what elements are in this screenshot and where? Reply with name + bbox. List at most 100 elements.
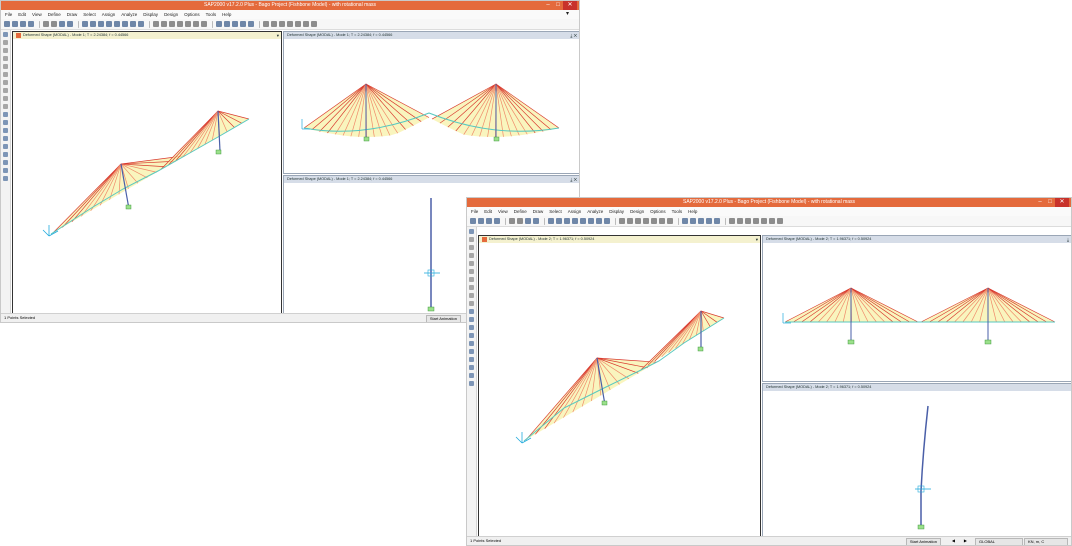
draw-poly-icon[interactable]	[469, 277, 474, 282]
lock-icon[interactable]	[67, 21, 73, 27]
deformed-icon[interactable]	[714, 218, 720, 224]
open-icon[interactable]	[12, 21, 18, 27]
menu-analyze[interactable]: Analyze	[587, 209, 604, 214]
snap-perp-icon[interactable]	[469, 373, 474, 378]
menu-assign[interactable]: Assign	[567, 209, 582, 214]
zoom-out-icon[interactable]	[572, 218, 578, 224]
select-prev-icon[interactable]	[3, 120, 8, 125]
print-icon[interactable]	[28, 21, 34, 27]
redo-icon[interactable]	[51, 21, 57, 27]
draw-rect-icon[interactable]	[3, 88, 8, 93]
snap-grid-icon[interactable]	[469, 381, 474, 386]
rotate-icon[interactable]	[193, 21, 199, 27]
close-view-icon[interactable]	[482, 236, 487, 242]
view-nv-icon[interactable]	[651, 218, 657, 224]
dropdown-icon[interactable]: ▾	[755, 237, 758, 242]
draw-cable-icon[interactable]	[3, 64, 8, 69]
draw-area-icon[interactable]	[469, 269, 474, 274]
link-icon[interactable]	[753, 218, 759, 224]
rotate-icon[interactable]	[659, 218, 665, 224]
snap-line-icon[interactable]	[3, 168, 8, 173]
menu-file[interactable]: File	[5, 12, 13, 17]
cable-icon[interactable]	[737, 218, 743, 224]
grid-icon[interactable]	[706, 218, 712, 224]
down-icon[interactable]	[224, 21, 230, 27]
table-icon[interactable]	[769, 218, 775, 224]
minimize-icon[interactable]: –	[1038, 199, 1042, 205]
link-icon[interactable]	[287, 21, 293, 27]
run-icon[interactable]	[82, 21, 88, 27]
snap-perp-icon[interactable]	[3, 176, 8, 181]
snap-end-icon[interactable]	[3, 160, 8, 165]
zoom-prev-icon[interactable]	[596, 218, 602, 224]
redo-icon[interactable]	[517, 218, 523, 224]
menu-analyze[interactable]: Analyze	[121, 12, 138, 17]
view-yz-icon[interactable]	[177, 21, 183, 27]
zoom-fit-icon[interactable]	[122, 21, 128, 27]
draw-frame-icon[interactable]	[469, 253, 474, 258]
minimize-icon[interactable]: –	[546, 2, 550, 8]
menu-display[interactable]: Display	[143, 12, 159, 17]
draw-point-icon[interactable]	[3, 48, 8, 53]
intersect-icon[interactable]	[3, 136, 8, 141]
intersect-icon[interactable]	[469, 333, 474, 338]
back-start-animation-button[interactable]: Start Animation	[425, 314, 461, 322]
grid-icon[interactable]	[240, 21, 246, 27]
draw-quad-icon[interactable]	[3, 96, 8, 101]
new-icon[interactable]	[470, 218, 476, 224]
view-xz-icon[interactable]	[635, 218, 641, 224]
display-icon[interactable]	[698, 218, 704, 224]
panel-controls-icon[interactable]: ⤓	[1067, 237, 1069, 242]
refresh-icon[interactable]	[138, 21, 144, 27]
clear-selection-icon[interactable]	[3, 128, 8, 133]
draw-solid-icon[interactable]	[469, 301, 474, 306]
cable-icon[interactable]	[271, 21, 277, 27]
menu-tools[interactable]: Tools	[205, 12, 217, 17]
maximize-icon[interactable]: □	[556, 2, 560, 8]
front-panel-bottom[interactable]: Deformed Shape (MODAL) - Mode 2; T = 1.9…	[762, 383, 1071, 537]
back-panel-main[interactable]: Deformed Shape (MODAL) - Mode 1; T = 2.2…	[12, 31, 282, 316]
panel-controls-icon[interactable]: ⤓ ✕	[570, 177, 577, 182]
view-yz-icon[interactable]	[643, 218, 649, 224]
menu-define[interactable]: Define	[513, 209, 527, 214]
save-icon[interactable]	[20, 21, 26, 27]
view-nv-icon[interactable]	[185, 21, 191, 27]
menu-display[interactable]: Display	[609, 209, 625, 214]
frame-icon[interactable]	[729, 218, 735, 224]
front-panel-main[interactable]: Deformed Shape (MODAL) - Mode 2; T = 1.9…	[478, 235, 761, 537]
perspective-icon[interactable]	[201, 21, 207, 27]
print-icon[interactable]	[494, 218, 500, 224]
menu-help[interactable]: Help	[222, 12, 232, 17]
menu-define[interactable]: Define	[47, 12, 61, 17]
select-all-icon[interactable]	[469, 309, 474, 314]
pan-icon[interactable]	[90, 21, 96, 27]
up-icon[interactable]	[216, 21, 222, 27]
zoom-window-icon[interactable]	[580, 218, 586, 224]
maximize-icon[interactable]: □	[1048, 199, 1052, 205]
pencil-icon[interactable]	[525, 218, 531, 224]
frame-icon[interactable]	[263, 21, 269, 27]
draw-cable-icon[interactable]	[469, 261, 474, 266]
menu-options[interactable]: Options	[184, 12, 200, 17]
prev-step-icon[interactable]: ◀	[951, 538, 955, 543]
front-start-animation-button[interactable]: Start Animation	[905, 537, 941, 545]
front-panel-top[interactable]: Deformed Shape (MODAL) - Mode 2; T = 1.9…	[762, 235, 1071, 382]
up-icon[interactable]	[682, 218, 688, 224]
menu-draw[interactable]: Draw	[532, 209, 544, 214]
menu-design[interactable]: Design	[630, 209, 645, 214]
menu-view[interactable]: View	[498, 209, 508, 214]
draw-rect-icon[interactable]	[469, 285, 474, 290]
display-icon[interactable]	[232, 21, 238, 27]
close-icon[interactable]: ✕	[563, 1, 577, 10]
menu-select[interactable]: Select	[549, 209, 562, 214]
draw-area-icon[interactable]	[3, 72, 8, 77]
snap-mid-icon[interactable]	[3, 152, 8, 157]
open-icon[interactable]	[478, 218, 484, 224]
draw-quad-icon[interactable]	[469, 293, 474, 298]
tendon-icon[interactable]	[279, 21, 285, 27]
help-icon[interactable]: ▾	[565, 11, 569, 17]
lock-icon[interactable]	[533, 218, 539, 224]
view-xz-icon[interactable]	[169, 21, 175, 27]
sum-icon[interactable]	[761, 218, 767, 224]
snap-end-icon[interactable]	[469, 357, 474, 362]
